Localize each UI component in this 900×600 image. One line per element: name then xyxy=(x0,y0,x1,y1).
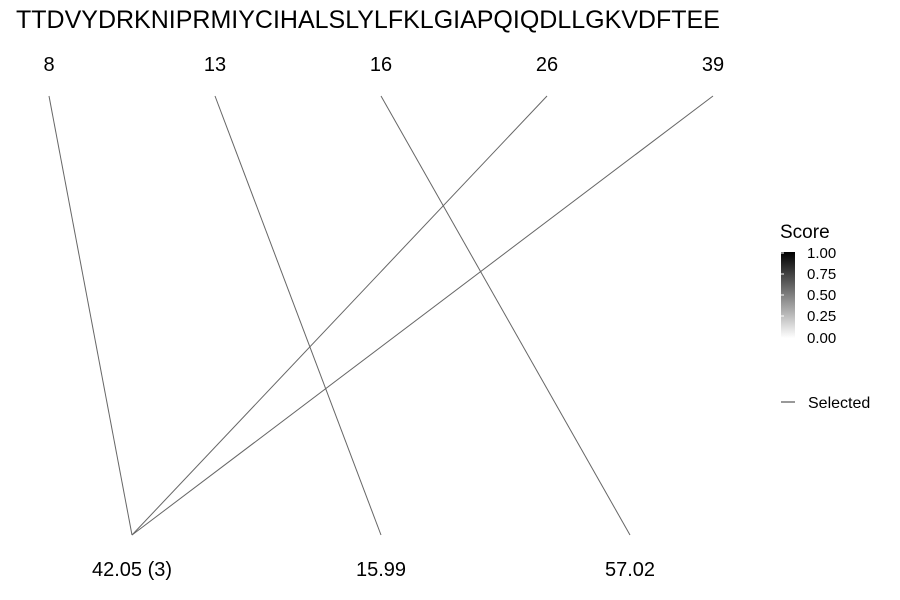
legend-title: Score xyxy=(780,222,830,243)
mass-label: 57.02 xyxy=(605,559,655,581)
position-label-13: 13 xyxy=(204,54,226,76)
position-label-26: 26 xyxy=(536,54,558,76)
mass-labels: 42.05 (3) 15.99 57.02 xyxy=(92,559,655,581)
selected-legend-label: Selected xyxy=(808,395,870,412)
mass-label: 15.99 xyxy=(356,559,406,581)
link-line-13 xyxy=(214,95,382,536)
position-label-39: 39 xyxy=(702,54,724,76)
link-line-39 xyxy=(131,95,714,536)
position-labels: 8 13 16 26 39 xyxy=(43,54,724,76)
peptide-sequence: TTDVYDRKNIPRMIYCIHALSLYLFKLGIAPQIQDLLGKV… xyxy=(16,6,720,34)
link-lines xyxy=(48,95,714,536)
legend-tick-label: 1.00 xyxy=(807,245,836,262)
mass-label: 42.05 (3) xyxy=(92,559,172,581)
legend: Score 1.00 0.75 0.50 0.25 0.00 Selected xyxy=(780,222,870,412)
legend-tick-label: 0.75 xyxy=(807,266,836,283)
legend-tick-label: 0.00 xyxy=(807,330,836,347)
legend-tick-label: 0.50 xyxy=(807,287,836,304)
link-line-8 xyxy=(48,95,133,536)
link-line-16 xyxy=(380,95,631,536)
position-label-16: 16 xyxy=(370,54,392,76)
score-colorbar xyxy=(781,252,795,338)
legend-ticks: 1.00 0.75 0.50 0.25 0.00 xyxy=(781,245,836,347)
position-label-8: 8 xyxy=(43,54,54,76)
link-line-26 xyxy=(131,95,548,536)
legend-tick-label: 0.25 xyxy=(807,308,836,325)
